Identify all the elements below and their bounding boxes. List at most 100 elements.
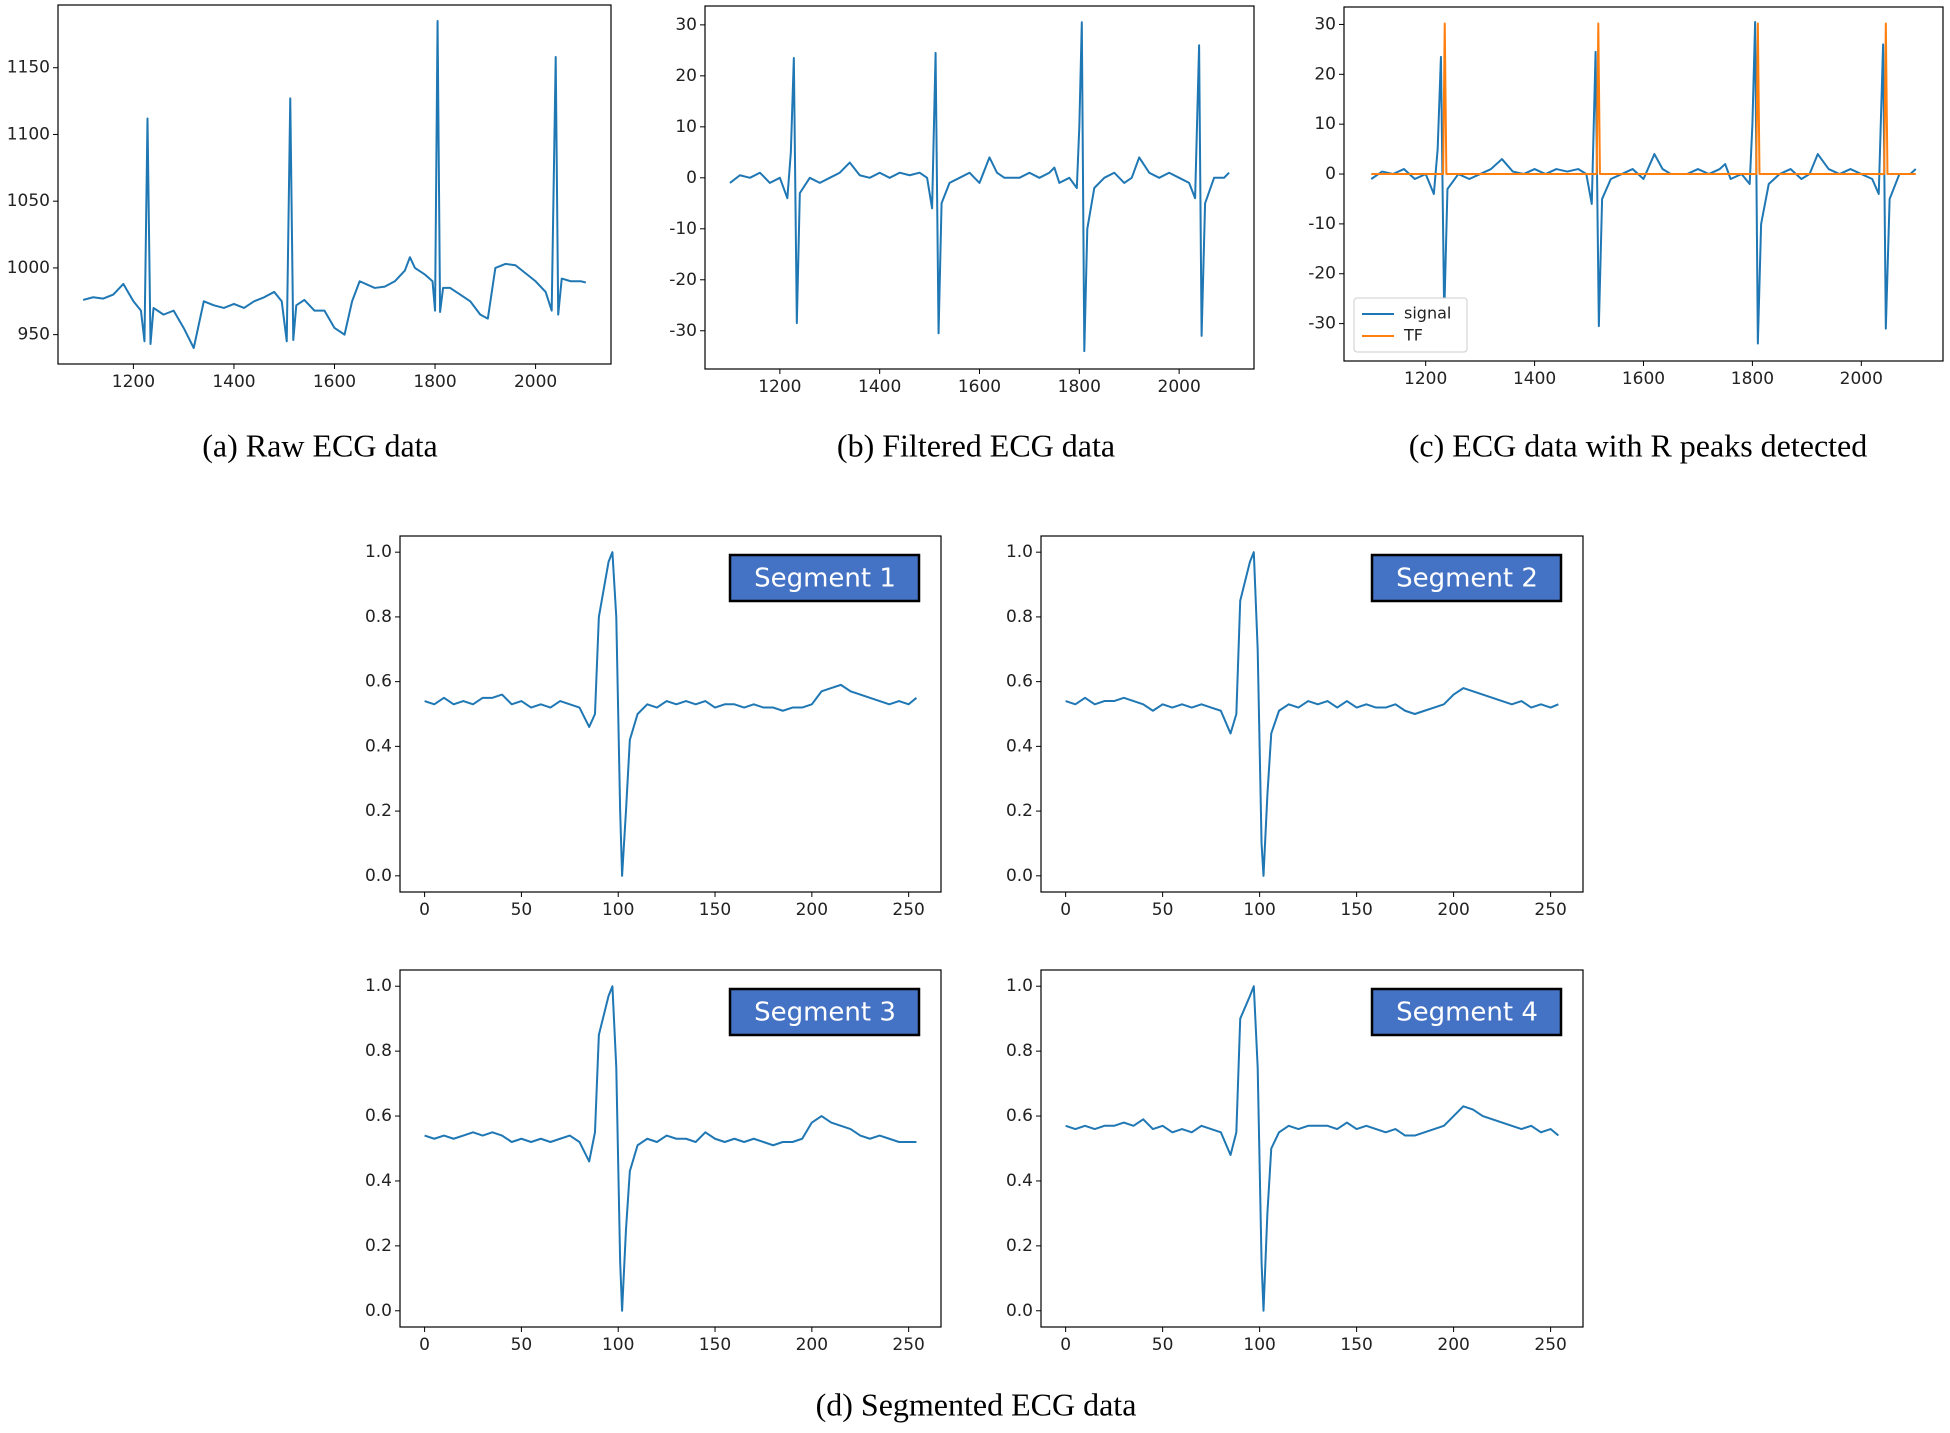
series-line: [1371, 22, 1916, 176]
x-tick-label: 50: [511, 1335, 533, 1355]
series-line: [424, 551, 918, 877]
x-tick-label: 100: [1243, 1335, 1275, 1355]
x-tick-label: 250: [1534, 900, 1566, 920]
group-caption: (d) Segmented ECG data: [816, 1386, 1137, 1422]
y-tick-label: -10: [669, 219, 697, 239]
y-tick-label: 1050: [7, 191, 50, 211]
y-tick-label: 1150: [7, 58, 50, 78]
y-tick-label: 1.0: [365, 542, 392, 562]
segment-label-box: [728, 987, 921, 1037]
y-tick-label: 1.0: [365, 976, 392, 996]
segment-label-box: [1370, 553, 1563, 603]
x-tick-label: 100: [1243, 900, 1275, 920]
y-tick-label: 0.4: [365, 1171, 392, 1191]
y-tick-label: 0.8: [1006, 1041, 1033, 1061]
x-tick-label: 50: [511, 900, 533, 920]
y-tick-label: 0.8: [1006, 607, 1033, 627]
y-tick-label: 0.8: [365, 607, 392, 627]
x-tick-label: 1200: [1404, 369, 1447, 389]
x-tick-label: 150: [1340, 1335, 1372, 1355]
x-tick-label: 50: [1152, 900, 1174, 920]
x-tick-label: 150: [699, 900, 731, 920]
segment-label-box: [728, 553, 921, 603]
y-tick-label: 30: [1314, 14, 1336, 34]
x-tick-label: 1600: [1622, 369, 1665, 389]
x-tick-label: 150: [699, 1335, 731, 1355]
x-tick-label: 100: [602, 900, 634, 920]
segment-label: Segment 4: [1396, 998, 1538, 1028]
y-tick-label: 0.0: [365, 1301, 392, 1321]
y-tick-label: 0.0: [1006, 866, 1033, 886]
legend-label: signal: [1404, 304, 1451, 323]
x-tick-label: 0: [1060, 900, 1071, 920]
segment-label-box: [1370, 987, 1563, 1037]
y-tick-label: 20: [675, 66, 697, 86]
x-tick-label: 1400: [212, 372, 255, 392]
y-tick-label: 0.6: [365, 672, 392, 692]
x-tick-label: 1400: [858, 377, 901, 397]
x-tick-label: 1600: [958, 377, 1001, 397]
y-tick-label: 1.0: [1006, 542, 1033, 562]
legend-box: [1353, 297, 1468, 353]
y-tick-label: -30: [1308, 314, 1336, 334]
caption: (a) Raw ECG data: [202, 427, 437, 463]
y-tick-label: 10: [1314, 114, 1336, 134]
x-tick-label: 2000: [1158, 377, 1201, 397]
y-tick-label: 0.2: [1006, 801, 1033, 821]
x-tick-label: 1800: [413, 372, 456, 392]
x-tick-label: 150: [1340, 900, 1372, 920]
y-tick-label: 0.0: [1006, 1301, 1033, 1321]
y-tick-label: -20: [669, 270, 697, 290]
y-tick-label: 0.4: [1006, 736, 1033, 756]
caption: (b) Filtered ECG data: [837, 427, 1115, 463]
y-tick-label: 0.2: [1006, 1236, 1033, 1256]
x-tick-label: 200: [796, 900, 828, 920]
y-tick-label: 30: [675, 15, 697, 35]
series-line: [1065, 551, 1559, 877]
y-tick-label: 1100: [7, 124, 50, 144]
x-tick-label: 0: [419, 900, 430, 920]
x-tick-label: 250: [892, 900, 924, 920]
y-tick-label: 0.4: [365, 736, 392, 756]
x-tick-label: 0: [1060, 1335, 1071, 1355]
y-tick-label: 0.6: [1006, 1106, 1033, 1126]
y-tick-label: -20: [1308, 264, 1336, 284]
x-tick-label: 2000: [1840, 369, 1883, 389]
x-tick-label: 0: [419, 1335, 430, 1355]
series-line: [1370, 20, 1917, 345]
y-tick-label: 20: [1314, 64, 1336, 84]
caption: (c) ECG data with R peaks detected: [1409, 427, 1868, 463]
x-tick-label: 1800: [1058, 377, 1101, 397]
x-tick-label: 250: [892, 1335, 924, 1355]
segment-label: Segment 3: [754, 998, 896, 1028]
x-tick-label: 200: [1437, 900, 1469, 920]
x-tick-label: 1200: [758, 377, 801, 397]
y-tick-label: 0.8: [365, 1041, 392, 1061]
x-tick-label: 200: [1437, 1335, 1469, 1355]
y-tick-label: 0.2: [365, 801, 392, 821]
legend-label: TF: [1403, 326, 1423, 345]
y-tick-label: 0.2: [365, 1236, 392, 1256]
y-tick-label: 0.4: [1006, 1171, 1033, 1191]
series-line: [1065, 985, 1560, 1312]
y-tick-label: 0.0: [365, 866, 392, 886]
y-tick-label: -10: [1308, 214, 1336, 234]
x-tick-label: 1200: [112, 372, 155, 392]
x-tick-label: 1400: [1513, 369, 1556, 389]
y-tick-label: 1.0: [1006, 976, 1033, 996]
series-line: [424, 985, 917, 1312]
x-tick-label: 2000: [514, 372, 557, 392]
y-tick-label: 950: [18, 325, 50, 345]
x-tick-label: 1600: [313, 372, 356, 392]
segment-label: Segment 2: [1396, 564, 1538, 594]
y-tick-label: 1000: [7, 258, 50, 278]
y-tick-label: 0.6: [1006, 672, 1033, 692]
x-tick-label: 250: [1534, 1335, 1566, 1355]
x-tick-label: 1800: [1731, 369, 1774, 389]
y-tick-label: -30: [669, 321, 697, 341]
y-tick-label: 10: [675, 117, 697, 137]
series-line: [82, 20, 587, 349]
y-tick-label: 0: [1325, 164, 1336, 184]
x-tick-label: 50: [1152, 1335, 1174, 1355]
